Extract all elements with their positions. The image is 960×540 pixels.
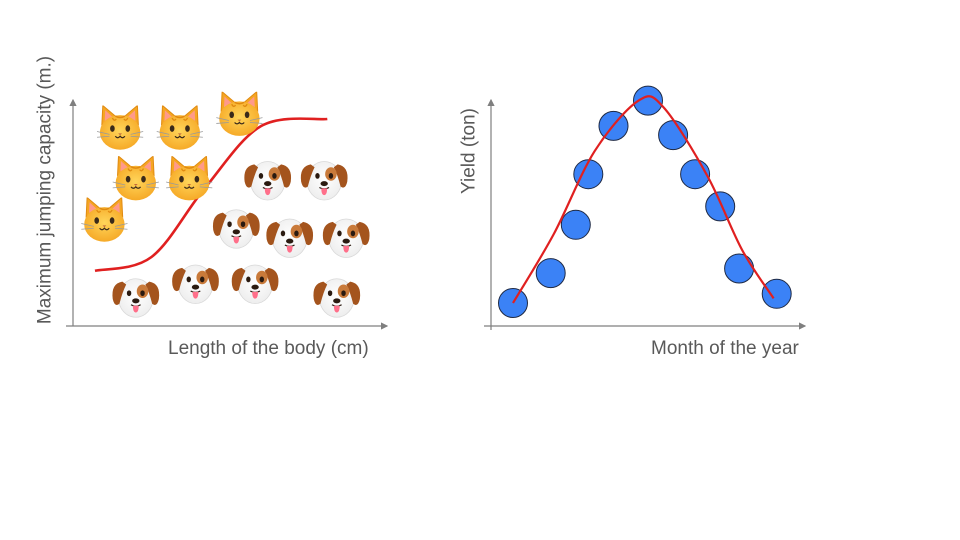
yield-data-point-11 (761, 278, 792, 309)
yield-chart (484, 85, 807, 330)
dog-face-icon-point-2 (300, 160, 349, 201)
dog-face-icon-point-9 (312, 278, 361, 318)
cat-face-icon-point-6 (80, 197, 129, 243)
dog-face-icon-point-7 (171, 264, 220, 305)
jump-chart-y-axis-label: Maximum jumping capacity (m.) (34, 55, 56, 325)
cat-face-icon-point-2 (155, 105, 204, 151)
yield-data-point-9 (705, 191, 736, 222)
dog-face-icon-point-4 (265, 218, 314, 259)
yield-data-point-4 (573, 159, 604, 190)
yield-data-point-3 (560, 209, 591, 240)
jump-chart-x-axis-label: Length of the body (cm) (168, 338, 369, 359)
cat-face-icon-point-4 (111, 156, 160, 202)
yield-chart-x-axis-label: Month of the year (651, 338, 799, 359)
cat-face-icon-point-5 (165, 156, 214, 202)
dog-face-icon-point-1 (243, 160, 292, 201)
yield-data-point-10 (724, 253, 755, 284)
jump-chart (66, 91, 389, 330)
dog-face-icon-point-8 (231, 264, 280, 305)
yield-chart-marks (498, 85, 792, 318)
cat-face-icon-point-1 (96, 105, 144, 151)
yield-data-point-2 (535, 258, 566, 289)
dog-face-icon-point-3 (212, 209, 261, 249)
dog-face-icon-point-5 (322, 218, 371, 259)
yield-chart-fit-curve (512, 95, 775, 304)
yield-chart-y-axis-label: Yield (ton) (458, 108, 480, 194)
dog-face-icon-point-6 (111, 278, 160, 318)
jump-chart-marks (80, 91, 371, 318)
yield-data-point-6 (633, 85, 663, 116)
